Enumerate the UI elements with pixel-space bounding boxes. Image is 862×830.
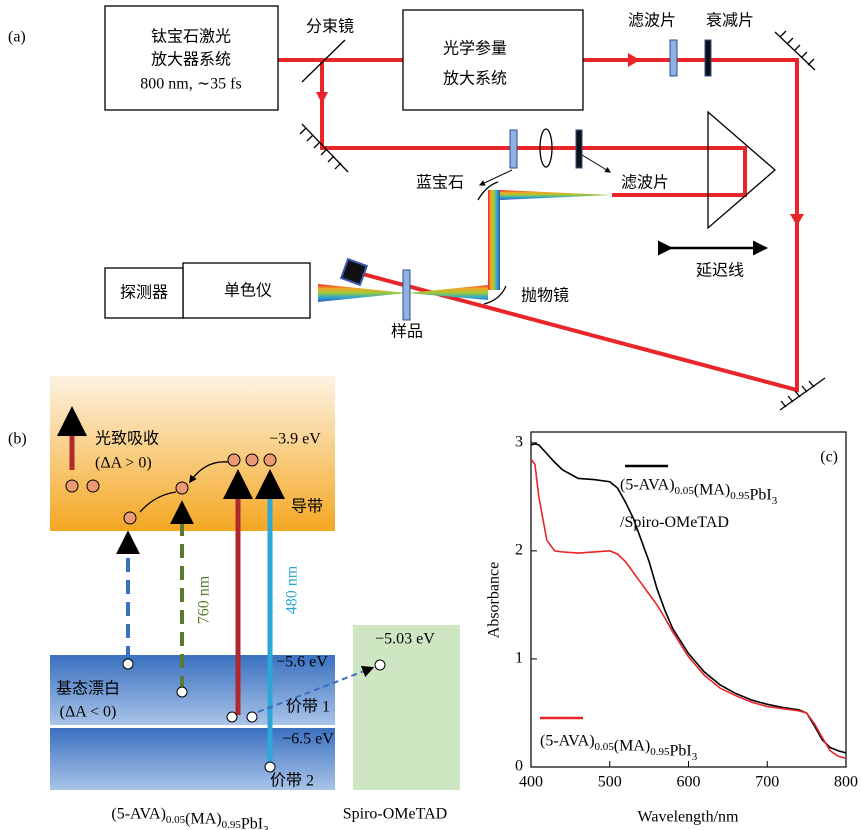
absorption-label: 光致吸收 bbox=[95, 430, 159, 448]
band-label: 价带 2 bbox=[270, 772, 314, 790]
opa-label: 放大系统 bbox=[443, 70, 507, 88]
mirror bbox=[780, 378, 825, 410]
x-tick-label: 700 bbox=[755, 774, 779, 791]
beam-dump bbox=[341, 259, 367, 285]
data-line bbox=[531, 459, 846, 758]
probe-spectrum bbox=[488, 190, 500, 290]
laser-label: 放大器系统 bbox=[151, 51, 231, 69]
figure: (a) 钛宝石激光 放大器系统 800 nm, ∼35 fs 分束镜 光学参量 … bbox=[0, 0, 862, 830]
y-tick-label: 3 bbox=[515, 433, 523, 450]
filter-label: 滤波片 bbox=[628, 12, 676, 30]
opa-label: 光学参量 bbox=[443, 40, 507, 58]
panel-b: (b) 光致吸收 (ΔA > 0) −3.9 eV 导带 760 nm 480 … bbox=[8, 376, 460, 830]
filter-label: 滤波片 bbox=[621, 174, 669, 192]
attenuator-label: 衰减片 bbox=[706, 12, 754, 30]
x-axis-label: Wavelength/nm bbox=[638, 809, 739, 826]
filter bbox=[576, 130, 582, 168]
monochromator-label: 单色仪 bbox=[224, 282, 272, 300]
material-label: (5-AVA)0.05(MA)0.95PbI3 bbox=[111, 806, 269, 830]
sapphire bbox=[510, 130, 517, 168]
delay-label: 延迟线 bbox=[696, 262, 744, 280]
x-tick-label: 600 bbox=[677, 774, 701, 791]
opa-box bbox=[403, 10, 583, 110]
probe-spectrum bbox=[500, 190, 612, 200]
material-label: Spiro-OMeTAD bbox=[343, 806, 447, 823]
absorption-label: (ΔA > 0) bbox=[95, 455, 152, 472]
y-tick-label: 0 bbox=[515, 758, 523, 775]
energy-label: −5.03 eV bbox=[375, 631, 435, 648]
x-tick-label: 400 bbox=[519, 774, 543, 791]
y-tick-label: 1 bbox=[515, 650, 523, 667]
panel-label: (c) bbox=[820, 449, 838, 466]
panel-label: (b) bbox=[8, 431, 27, 448]
band-label: 导带 bbox=[291, 498, 323, 516]
wavelength-label: 760 nm bbox=[196, 575, 213, 624]
y-tick-label: 2 bbox=[515, 542, 523, 559]
bleach-label: 基态漂白 bbox=[56, 680, 120, 698]
energy-label: −5.6 eV bbox=[276, 654, 328, 671]
panel-a: (a) 钛宝石激光 放大器系统 800 nm, ∼35 fs 分束镜 光学参量 … bbox=[8, 6, 825, 410]
panel-label: (a) bbox=[8, 29, 26, 46]
filter bbox=[670, 40, 677, 76]
panel-c: (c) Wavelength/nm Absorbance 400 500 600 70… bbox=[486, 432, 858, 826]
laser-label: 800 nm, ∼35 fs bbox=[140, 76, 241, 93]
parabolic-label: 抛物镜 bbox=[521, 286, 569, 305]
wavelength-label: 480 nm bbox=[284, 565, 301, 614]
prism bbox=[708, 112, 775, 228]
sample bbox=[403, 270, 410, 320]
band-label: 价带 1 bbox=[286, 698, 330, 716]
page: (a) 钛宝石激光 放大器系统 800 nm, ∼35 fs 分束镜 光学参量 … bbox=[0, 0, 862, 830]
legend-label: (5-AVA)0.05(MA)0.95PbI3 bbox=[540, 733, 698, 763]
energy-label: −6.5 eV bbox=[282, 731, 334, 748]
laser-label: 钛宝石激光 bbox=[151, 28, 231, 46]
splitter-label: 分束镜 bbox=[306, 17, 354, 36]
x-tick-label: 500 bbox=[598, 774, 622, 791]
spiro-band bbox=[353, 625, 460, 790]
x-tick-label: 800 bbox=[834, 774, 858, 791]
y-axis-label: Absorbance bbox=[486, 562, 503, 638]
energy-label: −3.9 eV bbox=[269, 431, 321, 448]
sapphire-label: 蓝宝石 bbox=[416, 174, 464, 192]
attenuator bbox=[705, 40, 711, 76]
sample-label: 样品 bbox=[391, 323, 423, 341]
bleach-label: (ΔA < 0) bbox=[60, 704, 117, 721]
legend-label: (5-AVA)0.05(MA)0.95PbI3/Spiro-OMeTAD bbox=[620, 477, 778, 531]
detector-label: 探测器 bbox=[120, 284, 168, 302]
pointer bbox=[582, 155, 610, 172]
